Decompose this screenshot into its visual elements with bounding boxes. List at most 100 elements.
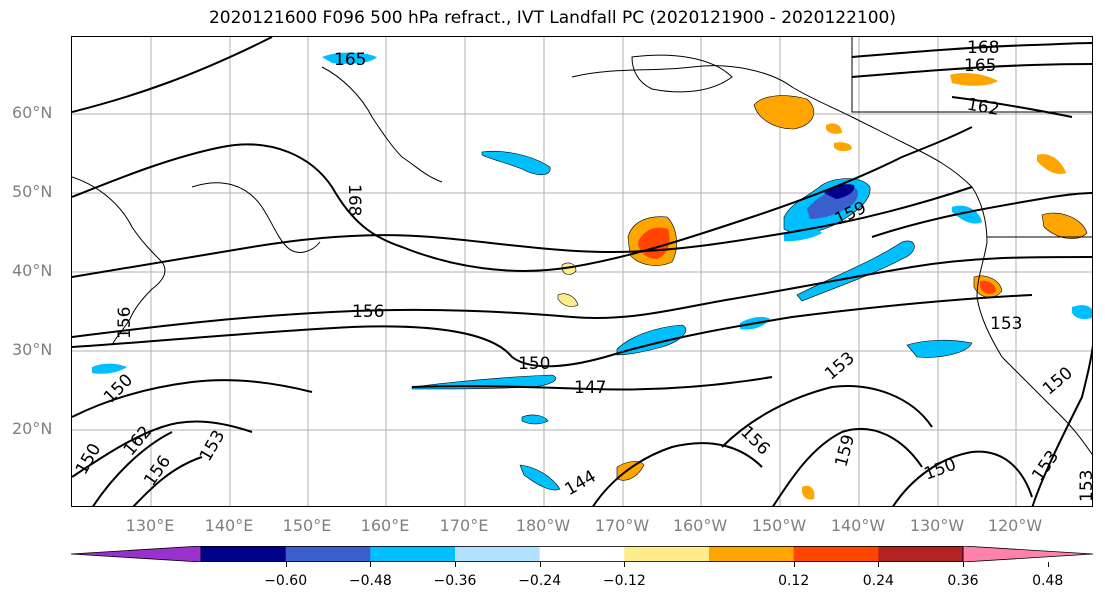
contour-k — [592, 442, 763, 506]
contour-label: 153 — [821, 348, 859, 384]
colorbar-tick-label: −0.60 — [264, 573, 308, 589]
contour-label: 159 — [831, 433, 859, 470]
contour-label: 153 — [1077, 470, 1093, 502]
colorbar-border — [200, 546, 964, 562]
neg-patch-japan — [92, 363, 127, 374]
gridlines — [72, 37, 1092, 506]
colorbar — [71, 546, 1093, 562]
lat-label: 20°N — [12, 419, 53, 438]
contour-l — [721, 385, 933, 448]
contour-c — [72, 186, 973, 278]
pos-patch-nw — [1037, 154, 1066, 175]
colorbar-tick-mark — [793, 562, 795, 567]
colorbar-tick-label: −0.12 — [602, 573, 646, 589]
contour-o — [1031, 345, 1092, 506]
coast-asia — [72, 176, 166, 346]
colorbar-tick-label: −0.24 — [518, 573, 562, 589]
coast-okhotsk — [191, 182, 321, 253]
colorbar-tick-label: −0.48 — [348, 573, 392, 589]
lon-label: 150°W — [751, 516, 807, 535]
border-alaska-canada — [851, 37, 1092, 113]
pos-patch-small-4 — [834, 142, 852, 152]
contour-label: 150 — [1039, 363, 1077, 399]
colorbar-cell — [878, 546, 964, 562]
neg-patch-arctic — [322, 52, 377, 64]
colorbar-tick-mark — [1047, 562, 1049, 567]
height-contours — [72, 37, 1092, 506]
lon-label: 130°W — [909, 516, 965, 535]
contour-label: 168 — [967, 38, 999, 58]
lon-label: 140°E — [204, 516, 254, 535]
contour-h — [72, 420, 253, 478]
lon-label: 170°E — [439, 516, 489, 535]
contour-d — [72, 256, 1092, 338]
colorbar-cell — [624, 546, 710, 562]
contour-a — [72, 37, 273, 113]
lat-label: 60°N — [12, 103, 53, 122]
neg-patch-small-3 — [521, 414, 549, 425]
anomaly-fills — [92, 52, 1092, 500]
colorbar-tick-mark — [370, 562, 372, 567]
contour-m — [772, 427, 923, 506]
pos-patch-small — [557, 293, 579, 307]
contour-p — [871, 192, 1092, 238]
colorbar-tick-mark — [878, 562, 880, 567]
colorbar-tick-mark — [455, 562, 456, 567]
colorbar-tick-mark — [624, 562, 626, 567]
pos-patch-california-core — [980, 280, 996, 294]
lat-label: 40°N — [12, 261, 53, 280]
colorbar-extend-low — [71, 546, 202, 562]
colorbar-tick-label: 0.36 — [947, 573, 979, 589]
contour-label: 165 — [334, 50, 366, 70]
lon-label: 160°E — [360, 516, 410, 535]
neg-patch-tropic — [519, 464, 561, 491]
colorbar-cells — [71, 546, 1093, 562]
contour-i — [92, 431, 173, 506]
neg-patch-baja — [906, 339, 973, 358]
map-title: 2020121600 F096 500 hPa refract., IVT La… — [208, 8, 896, 28]
contour-label: 156 — [736, 422, 773, 459]
coast-mexico — [1001, 356, 1092, 456]
contour-e — [72, 294, 1033, 368]
coast-north-america — [571, 65, 1003, 358]
contour-label-group: 168 165 162 168 159 156 150 147 153 150 … — [72, 38, 1093, 502]
colorbar-cell — [201, 546, 287, 562]
colorbar-tick-label: −0.36 — [433, 573, 477, 589]
lon-label: 140°W — [830, 516, 886, 535]
contour-label: 156 — [352, 302, 384, 322]
lon-label: 120°W — [987, 516, 1043, 535]
contour-n — [892, 450, 1033, 506]
contour-label: 156 — [140, 452, 175, 490]
colorbar-tick-label: 0.12 — [778, 573, 810, 589]
pos-patch-tropic — [616, 461, 645, 481]
pos-patch-small-5 — [802, 485, 815, 500]
contour-r — [851, 63, 1092, 78]
neg-patch-central-pacific — [616, 324, 687, 356]
contour-label: 147 — [574, 378, 606, 398]
contour-label: 162 — [965, 95, 1000, 120]
coast-kamchatka — [321, 66, 443, 183]
lon-label: 150°E — [282, 516, 332, 535]
pos-patch-small-3 — [826, 123, 842, 134]
neg-patch-aleutian — [481, 151, 551, 176]
contour-label: 150 — [921, 455, 958, 485]
colorbar-tick-label: 0.48 — [1032, 573, 1064, 589]
neg-patch-west-coast — [1072, 305, 1092, 320]
contour-j — [132, 456, 203, 506]
coastlines — [72, 37, 1092, 456]
coast-alaska-island — [631, 54, 733, 93]
colorbar-tick-label: 0.24 — [862, 573, 894, 589]
contour-f — [411, 376, 773, 391]
pos-patch-alaska — [753, 95, 815, 130]
contour-label: 153 — [990, 314, 1022, 334]
contour-label: 156 — [115, 307, 135, 339]
neg-band-ne-pacific — [796, 240, 915, 302]
colorbar-tick-mark — [285, 562, 287, 567]
pos-patch-rockies — [1041, 212, 1088, 239]
contour-b — [72, 126, 973, 272]
lon-label: 170°W — [594, 516, 650, 535]
colorbar-cell — [709, 546, 795, 562]
contour-label: 162 — [120, 422, 156, 460]
lon-label: 160°W — [672, 516, 728, 535]
map-canvas: 168 165 162 168 159 156 150 147 153 150 … — [72, 37, 1093, 506]
